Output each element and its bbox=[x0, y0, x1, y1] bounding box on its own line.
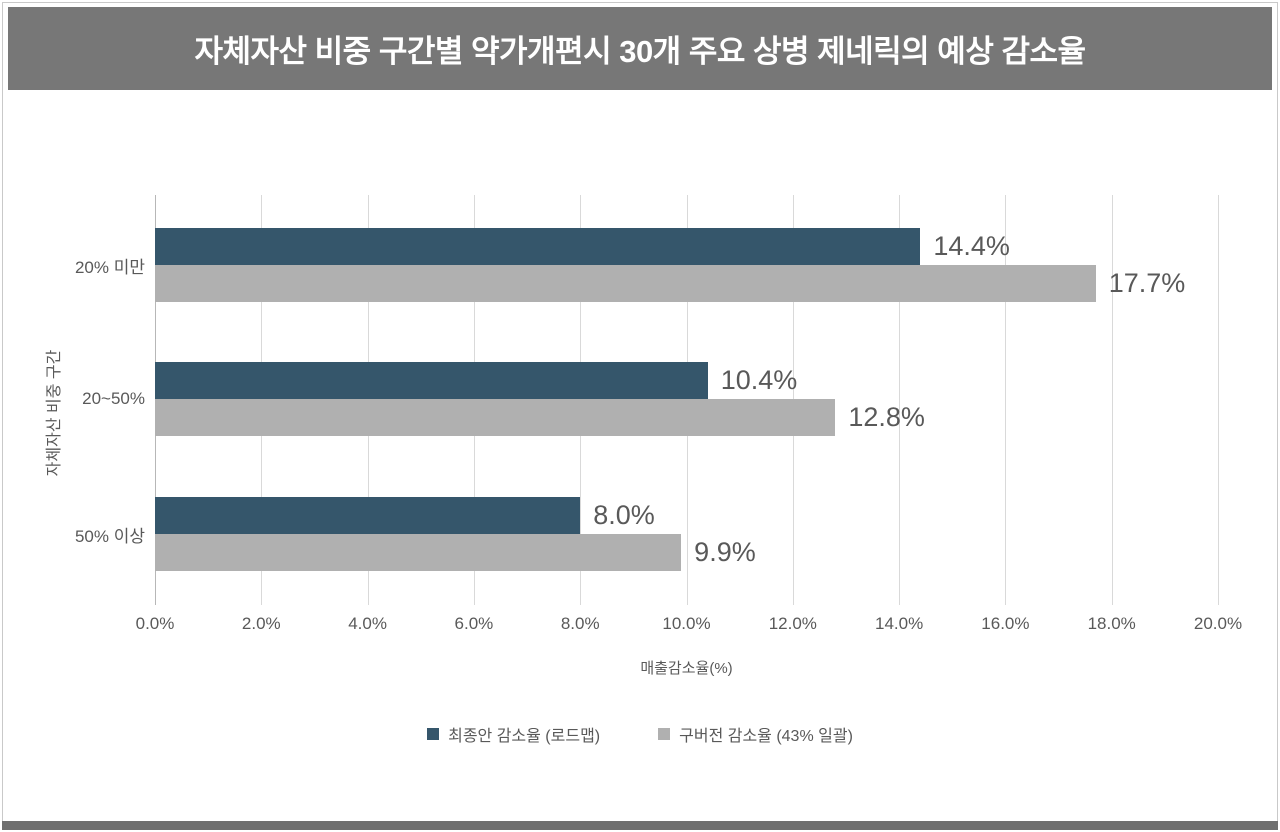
x-tick-label: 12.0% bbox=[768, 614, 817, 633]
chart-title-banner: 자체자산 비중 구간별 약가개편시 30개 주요 상병 제네릭의 예상 감소율 bbox=[8, 7, 1272, 90]
gridline bbox=[1111, 195, 1113, 605]
bar-value-label: 8.0% bbox=[593, 500, 655, 530]
bar-series2-cat1 bbox=[155, 265, 1096, 302]
bar-value-label: 10.4% bbox=[720, 365, 798, 395]
legend-item-2: 구버전 감소율 (43% 일괄) bbox=[658, 722, 853, 746]
x-tick-label: 16.0% bbox=[981, 614, 1030, 633]
x-axis-title: 매출감소율(%) bbox=[640, 660, 733, 677]
bar-value-label: 12.8% bbox=[848, 402, 925, 432]
category-label-2: 20~50% bbox=[82, 389, 145, 408]
x-tick-label: 4.0% bbox=[348, 614, 387, 633]
gridline bbox=[1218, 195, 1219, 605]
legend-swatch-icon bbox=[427, 728, 440, 740]
x-tick-label: 18.0% bbox=[1087, 614, 1136, 633]
x-tick-label: 2.0% bbox=[241, 614, 281, 633]
gridline bbox=[1005, 195, 1007, 605]
chart-title: 자체자산 비중 구간별 약가개편시 30개 주요 상병 제네릭의 예상 감소율 bbox=[194, 34, 1086, 69]
bar-value-label: 14.4% bbox=[933, 231, 1010, 261]
x-tick-label: 6.0% bbox=[454, 614, 494, 633]
x-tick-label: 8.0% bbox=[560, 614, 600, 633]
legend-label: 구버전 감소율 (43% 일괄) bbox=[679, 728, 853, 745]
x-tick-label: 0.0% bbox=[135, 614, 175, 633]
legend-label: 최종안 감소율 (로드맵) bbox=[448, 728, 601, 745]
legend-item-1: 최종안 감소율 (로드맵) bbox=[427, 722, 600, 746]
legend-swatch-icon bbox=[658, 728, 671, 740]
bar-series1-cat2 bbox=[155, 362, 708, 399]
bar-series2-cat3 bbox=[155, 534, 682, 571]
category-label-3: 50% 이상 bbox=[74, 526, 145, 546]
bar-value-label: 17.7% bbox=[1108, 268, 1186, 298]
bar-value-label: 9.9% bbox=[694, 537, 756, 567]
y-axis-title: 자체자산 비중 구간 bbox=[46, 349, 63, 477]
x-tick-label: 20.0% bbox=[1193, 614, 1243, 633]
bar-series1-cat1 bbox=[155, 228, 921, 265]
x-tick-label: 14.0% bbox=[874, 614, 924, 633]
footer-band bbox=[2, 821, 1278, 830]
plot-area: 14.4% 17.7% 10.4% 12.8% 8.0% 9.9% bbox=[155, 195, 1219, 605]
category-label-1: 20% 미만 bbox=[74, 257, 145, 277]
bar-series1-cat3 bbox=[155, 497, 581, 534]
chart-legend: 최종안 감소율 (로드맵) 구버전 감소율 (43% 일괄) bbox=[0, 722, 1280, 746]
gridline bbox=[899, 195, 901, 605]
bar-series2-cat2 bbox=[155, 399, 836, 436]
x-tick-label: 10.0% bbox=[662, 614, 711, 633]
